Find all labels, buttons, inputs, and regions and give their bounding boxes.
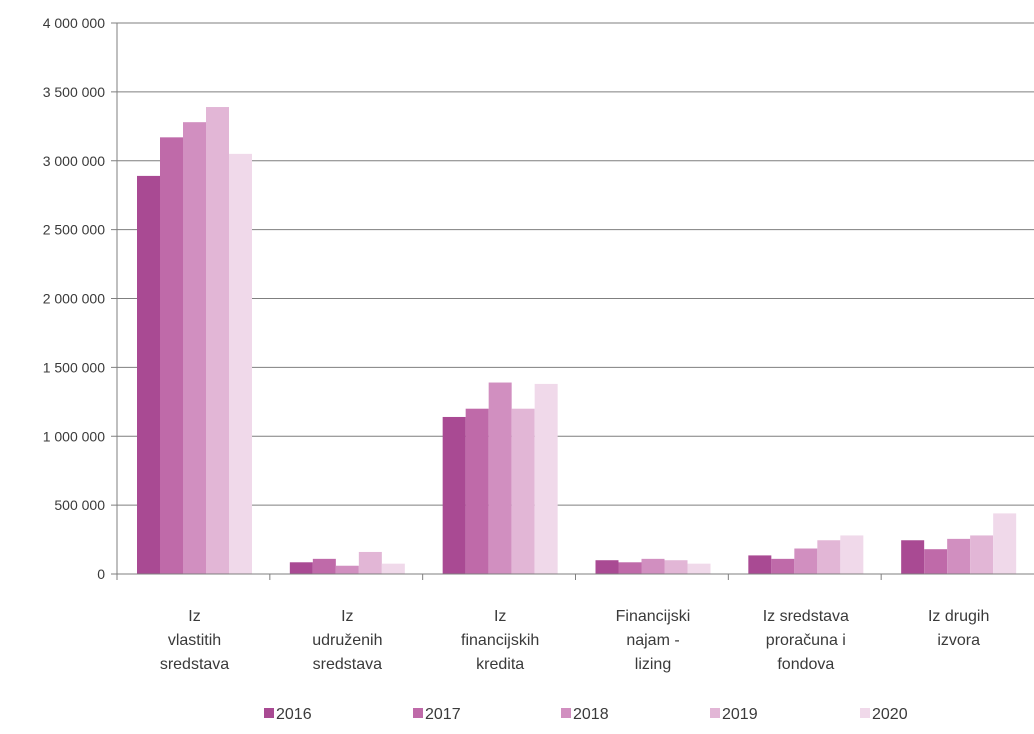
bar [312,558,336,574]
bar [771,558,795,574]
y-tick-label: 3 000 000 [43,153,105,169]
x-tick-label: Iz [494,608,506,625]
legend-label: 2019 [722,706,758,723]
x-tick-label: najam - [626,632,679,649]
bar [748,555,772,574]
bar [970,535,994,574]
bar [160,137,183,574]
bar [206,107,229,574]
x-tick-label: sredstava [160,656,229,673]
x-tick-label: Iz [341,608,353,625]
bar [595,560,619,574]
legend-swatch [710,708,720,718]
bar [618,562,642,574]
y-tick-label: 1 000 000 [43,428,105,444]
bar [924,549,948,574]
x-tick-label: Financijski [616,608,691,625]
bar [442,416,466,574]
y-tick-label: 3 500 000 [43,84,105,100]
bar [511,408,535,574]
bar [289,562,313,574]
y-tick-label: 1 500 000 [43,359,105,375]
bar [794,548,818,574]
legend-swatch [860,708,870,718]
x-tick-label: sredstava [313,656,382,673]
y-tick-label: 2 500 000 [43,222,105,238]
x-tick-label: izvora [937,632,980,649]
bar [840,535,864,574]
x-tick-label: kredita [476,656,524,673]
bar [229,153,252,575]
y-tick-label: 0 [97,566,105,582]
x-tick-label: udruženih [312,632,382,649]
x-tick-label: financijskih [461,632,539,649]
bar [641,558,665,574]
bar [358,551,382,574]
bar [381,563,405,574]
bar [488,382,512,574]
y-tick-label: 2 000 000 [43,291,105,307]
x-tick-label: Iz [188,608,200,625]
bar [335,565,359,574]
x-tick-label: proračuna i [766,632,846,649]
bar [183,122,206,575]
x-tick-label: Iz drugih [928,608,989,625]
x-tick-label: fondova [777,656,834,673]
y-tick-label: 4 000 000 [43,15,105,31]
legend-swatch [264,708,274,718]
legend-label: 2018 [573,706,609,723]
bar [993,513,1017,574]
x-tick-label: Iz sredstava [763,608,849,625]
bar [534,383,558,574]
bar [817,540,841,574]
x-tick-label: vlastitih [168,632,221,649]
legend-swatch [561,708,571,718]
legend-label: 2020 [872,706,908,723]
bar [947,538,971,574]
legend-swatch [413,708,423,718]
bar [664,560,688,574]
x-tick-label: lizing [635,656,671,673]
legend-label: 2016 [276,706,312,723]
bar [465,408,489,574]
legend-label: 2017 [425,706,461,723]
y-tick-label: 500 000 [54,497,105,513]
bar [137,175,160,574]
bar [687,563,711,574]
bar [901,540,925,574]
